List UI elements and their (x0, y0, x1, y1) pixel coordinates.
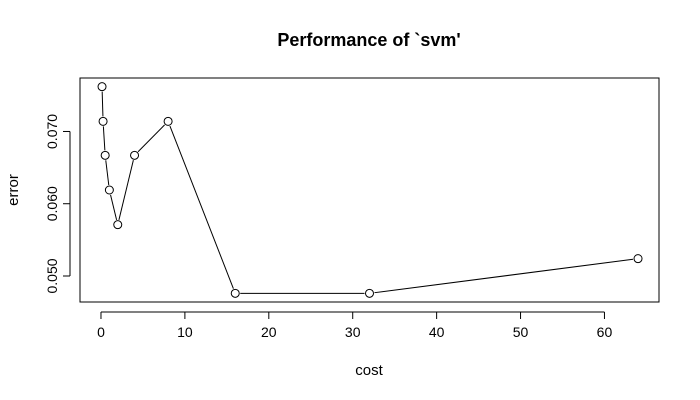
x-tick-label: 20 (261, 324, 277, 340)
series-segment (169, 125, 234, 289)
y-tick-label: 0.060 (44, 186, 60, 221)
x-tick-label: 0 (97, 324, 105, 340)
y-tick-label: 0.070 (44, 114, 60, 149)
series-points (97, 82, 643, 298)
y-axis-label: error (5, 174, 22, 206)
y-axis: 0.050 0.060 0.070 (44, 114, 71, 294)
data-point (365, 288, 374, 298)
series-segment (105, 160, 110, 186)
series-line (101, 91, 634, 294)
plot-frame (79, 77, 660, 303)
data-point (104, 185, 114, 195)
data-point (113, 220, 123, 230)
x-axis-label: cost (355, 362, 383, 379)
data-point (230, 288, 240, 298)
data-point (633, 254, 643, 264)
data-point (130, 150, 140, 160)
x-tick-label: 30 (345, 324, 361, 340)
series-segment (102, 126, 106, 151)
x-tick-label: 40 (429, 324, 445, 340)
series-segment (374, 258, 634, 294)
data-point (97, 82, 107, 92)
series-segment (101, 91, 104, 117)
x-axis: 0 10 20 30 40 50 60 (97, 311, 613, 340)
data-point (100, 150, 110, 160)
series-segment (118, 160, 134, 220)
data-point (163, 116, 173, 126)
x-tick-label: 60 (597, 324, 613, 340)
series-segment (137, 124, 165, 153)
chart-title: Performance of `svm' (277, 30, 460, 50)
x-tick-label: 50 (513, 324, 529, 340)
y-tick-label: 0.050 (44, 258, 60, 293)
data-point (98, 116, 108, 126)
x-tick-label: 10 (177, 324, 193, 340)
series-segment (110, 194, 118, 220)
